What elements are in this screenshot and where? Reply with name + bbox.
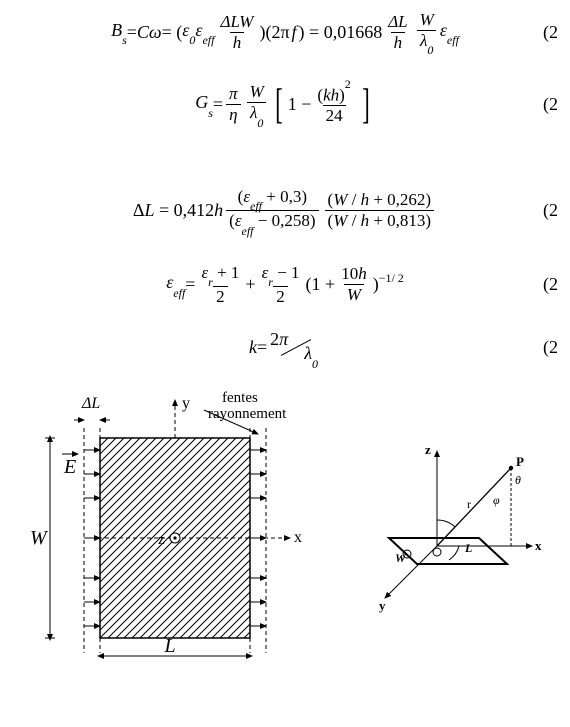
eq1-f: f: [292, 22, 297, 43]
eq2-frac3: (kh)2 24: [314, 83, 353, 127]
eq3-h: h: [214, 200, 223, 221]
eq3-frac1-num: (εeff + 0,3): [235, 187, 310, 210]
efield-arrows-left: [84, 450, 100, 626]
eq1-paren2: )(2π: [259, 22, 289, 43]
coord-phi: φ: [493, 493, 500, 507]
label-x: x: [294, 529, 302, 546]
eq4-frac2-num: εr − 1: [259, 263, 303, 286]
eq4-frac1: εr + 1 2: [198, 263, 242, 307]
label-fentes: fentes: [222, 390, 258, 406]
eq1-frac2: ΔL h: [385, 12, 410, 53]
eq5-frac: 2π λ0: [267, 335, 321, 360]
eq1-frac2-den: h: [391, 32, 406, 53]
eq4-exp: −1/ 2: [379, 271, 404, 286]
eq3-frac2-den: (W / h + 0,813): [325, 210, 435, 231]
eq2-rbracket: ]: [362, 88, 370, 122]
equation-3-body: ΔL = 0,412 h (εeff + 0,3) (εeff − 0,258)…: [133, 187, 437, 235]
patch-diagram: ΔL y x z E: [22, 388, 322, 668]
coord-r: r: [467, 497, 471, 511]
equation-2-body: Gs = π η W λ0 [ 1 − (kh)2 24 ]: [195, 82, 375, 126]
label-deltaL: ΔL: [81, 395, 100, 412]
coord-P: P: [516, 454, 524, 469]
eq3-lhs: ΔL = 0,412: [133, 200, 214, 221]
eq4-frac2: εr − 1 2: [259, 263, 303, 307]
eq5-number: (2: [543, 337, 558, 358]
eq3-frac1-den: (εeff − 0,258): [226, 210, 318, 234]
eq2-one: 1 −: [288, 94, 312, 115]
label-E: E: [63, 456, 76, 478]
coord-x: x: [535, 538, 542, 553]
eq2-frac2: W λ0: [247, 82, 267, 126]
equation-row-4: εeff = εr + 1 2 + εr − 1 2 (1 + 10h W ) …: [8, 263, 562, 307]
efield-arrows-right: [250, 450, 266, 626]
eq1-frac1-den: h: [230, 32, 245, 53]
equation-row-2: Gs = π η W λ0 [ 1 − (kh)2 24 ] (2: [8, 82, 562, 126]
eq1-number: (2: [543, 22, 558, 43]
coord-theta: θ: [515, 473, 521, 487]
eq4-frac3-num: 10h: [338, 264, 370, 284]
eq4-eq: =: [185, 274, 195, 295]
coord-y: y: [379, 598, 386, 613]
equation-row-5: k = 2π λ0 (2: [8, 335, 562, 360]
eq1-frac1-num: ΔLW: [217, 12, 256, 32]
eq5-den: λ0: [304, 343, 318, 368]
eq4-frac3-den: W: [344, 284, 364, 305]
eq2-frac1-num: π: [226, 84, 241, 104]
eq4-frac1-num: εr + 1: [198, 263, 242, 286]
eq1-frac2-num: ΔL: [385, 12, 410, 32]
eq2-number: (2: [543, 94, 558, 115]
eq1-frac3-den: λ0: [417, 30, 436, 54]
eq4-lhs: εeff: [166, 272, 185, 297]
eq1-Bs: Bs: [111, 20, 127, 45]
eq3-frac2: (W / h + 0,262) (W / h + 0,813): [325, 190, 435, 231]
coord-z: z: [425, 442, 431, 457]
equation-4-body: εeff = εr + 1 2 + εr − 1 2 (1 + 10h W ) …: [166, 263, 404, 307]
label-W: W: [30, 527, 49, 549]
eq3-number: (2: [543, 200, 558, 221]
eq1-frac1: ΔLW h: [217, 12, 256, 53]
eq2-frac2-den: λ0: [247, 102, 266, 126]
label-L: L: [163, 635, 175, 657]
eq1-Cw: Cω: [137, 22, 162, 43]
eq5-lhs: k: [249, 337, 257, 358]
eq4-frac3: 10h W: [338, 264, 370, 305]
equation-5-body: k = 2π λ0: [249, 335, 321, 360]
eq5-num: 2π: [270, 329, 288, 350]
eq4-plus: +: [245, 274, 255, 295]
eq4-number: (2: [543, 274, 558, 295]
eq1-e0: ε0: [182, 20, 195, 45]
equation-1-body: Bs = Cω = ( ε0 εeff ΔLW h )(2π f ) = 0,0…: [111, 10, 459, 54]
eq1-eq1: =: [127, 22, 137, 43]
eq1-eq2: = (: [162, 22, 183, 43]
eq4-paren-open: (1 +: [306, 274, 336, 295]
label-y: y: [182, 395, 190, 412]
eq5-eq: =: [257, 337, 267, 358]
eq2-frac1: π η: [226, 84, 241, 125]
eq2-frac2-num: W: [247, 82, 267, 102]
eq1-eeff2: εeff: [440, 20, 459, 45]
label-z: z: [158, 532, 165, 548]
eq1-eeff1: εeff: [195, 20, 214, 45]
coord3d-diagram: z x y W L P r θ φ: [342, 438, 552, 618]
eq3-frac2-num: (W / h + 0,262): [325, 190, 435, 210]
figure-container: ΔL y x z E: [8, 388, 562, 668]
label-rayonnement: rayonnement: [208, 406, 287, 422]
equation-row-1: Bs = Cω = ( ε0 εeff ΔLW h )(2π f ) = 0,0…: [8, 10, 562, 54]
eq1-paren3: ) = 0,01668: [299, 22, 383, 43]
eq2-Gs: Gs: [195, 92, 213, 117]
eq2-lbracket: [: [275, 88, 283, 122]
eq3-frac1: (εeff + 0,3) (εeff − 0,258): [226, 187, 318, 235]
eq4-frac1-den: 2: [213, 286, 228, 307]
eq2-frac3-num: (kh)2: [314, 83, 353, 106]
eq2-frac1-den: η: [226, 104, 240, 125]
coord-L: L: [464, 541, 472, 555]
equation-row-3: ΔL = 0,412 h (εeff + 0,3) (εeff − 0,258)…: [8, 187, 562, 235]
eq2-frac3-den: 24: [323, 105, 346, 126]
eq2-eq: =: [213, 94, 223, 115]
eq4-frac2-den: 2: [273, 286, 288, 307]
eq1-frac3: W λ0: [417, 10, 437, 54]
eq1-frac3-num: W: [417, 10, 437, 30]
